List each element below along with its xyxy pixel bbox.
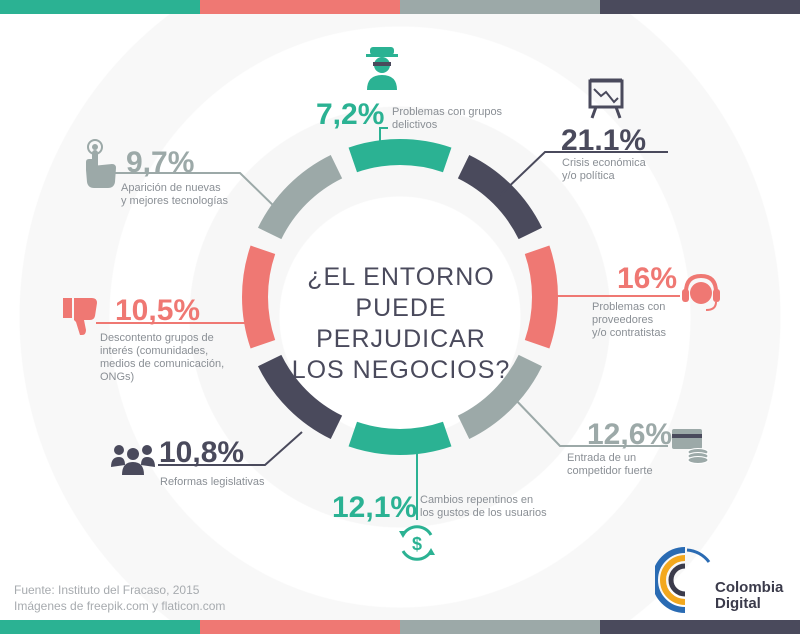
donut-segment-aparicion-de-nuevas-y-mejores- — [257, 154, 343, 240]
center-title-line1: ¿EL ENTORNO — [307, 263, 495, 291]
presentation-chart-icon — [588, 78, 624, 119]
pct-label-crisis: 21.1% — [561, 124, 647, 157]
pct-label-proveedores: 16% — [617, 262, 678, 295]
bottom-bar-dark — [600, 620, 800, 634]
desc-line: Cambios repentinos en — [420, 494, 534, 506]
logo-line1: Colombia — [715, 579, 784, 596]
desc-line: ONGs) — [100, 371, 135, 383]
leader-line-2 — [499, 151, 668, 196]
desc-line: y/o política — [562, 170, 615, 182]
touch-hand-icon — [86, 139, 116, 188]
footer-source: Fuente: Instituto del Fracaso, 2015 — [14, 583, 200, 597]
thumbs-down-icon — [63, 298, 97, 335]
headset-icon — [682, 273, 720, 311]
colombia-digital-logo-icon — [655, 547, 711, 613]
center-title-line3: LOS NEGOCIOS? — [291, 356, 511, 384]
desc-delictivos: Problemas con grupos delictivos — [392, 106, 502, 132]
desc-reformas: Reformas legislativas — [160, 476, 265, 489]
desc-line: y/o contratistas — [592, 327, 666, 339]
donut-segment-reformas-legislativas — [257, 354, 343, 440]
donut-segment-cambios-repentinos-en-los-gust — [348, 421, 452, 455]
pct-label-competidor: 12,6% — [587, 418, 673, 451]
donut-segment-crisis-economica-y-o-politica — [457, 154, 543, 240]
desc-line: Aparición de nuevas — [121, 182, 221, 194]
desc-line: Entrada de un — [567, 452, 637, 464]
leader-line-6 — [158, 431, 303, 466]
desc-tecnologias: Aparición de nuevas y mejores tecnología… — [121, 182, 228, 208]
desc-line: competidor fuerte — [567, 465, 653, 477]
top-bar-coral — [200, 0, 400, 14]
desc-line: Crisis económica — [562, 157, 646, 169]
center-title: ¿EL ENTORNO PUEDE PERJUDICAR LOS NEGOCIO… — [276, 262, 526, 386]
desc-line: Problemas con — [592, 301, 666, 313]
donut-segment-entrada-de-un-competidor-fuert — [457, 354, 543, 440]
leader-line-8 — [112, 172, 281, 213]
desc-crisis: Crisis económica y/o política — [562, 157, 646, 183]
desc-line: Problemas con grupos — [392, 106, 503, 118]
logo-line2: Digital — [715, 595, 761, 612]
dollar-cycle-icon: $ — [399, 525, 435, 561]
desc-line: delictivos — [392, 119, 438, 131]
money-card-icon — [672, 429, 709, 464]
svg-text:$: $ — [412, 534, 422, 554]
leader-line-4 — [511, 395, 668, 447]
bottom-bar-coral — [200, 620, 400, 634]
bottom-bar-teal — [0, 620, 200, 634]
desc-line: y mejores tecnologías — [121, 195, 228, 207]
desc-line: los gustos de los usuarios — [420, 507, 547, 519]
desc-line: proveedores — [592, 314, 654, 326]
criminal-icon — [366, 47, 398, 90]
desc-line: Reformas legislativas — [160, 476, 265, 488]
donut-segment-descontento-grupos-de-interes- — [242, 245, 276, 349]
donut-segment-problemas-con-grupos-delictivo — [348, 139, 452, 173]
footer-images: Imágenes de freepik.com y flaticon.com — [14, 599, 226, 613]
desc-line: medios de comunicación, — [100, 358, 225, 370]
pct-label-delictivos: 7,2% — [316, 98, 385, 131]
pct-label-cambios: 12,1% — [332, 491, 418, 524]
pct-label-reformas: 10,8% — [159, 436, 245, 469]
bottom-bar-gray — [400, 620, 600, 634]
top-bar-dark — [600, 0, 800, 14]
desc-line: Descontento grupos de — [100, 332, 214, 344]
donut-segment-problemas-con-proveedores-y-o- — [524, 245, 558, 349]
desc-line: interés (comunidades, — [100, 345, 209, 357]
top-bar-gray — [400, 0, 600, 14]
desc-cambios: Cambios repentinos en los gustos de los … — [420, 494, 547, 520]
leader-line-1 — [379, 127, 388, 155]
people-group-icon — [111, 445, 155, 475]
desc-proveedores: Problemas con proveedores y/o contratist… — [592, 301, 666, 340]
top-bar-teal — [0, 0, 200, 14]
center-title-line2: PUEDE PERJUDICAR — [316, 294, 486, 353]
desc-competidor: Entrada de un competidor fuerte — [567, 452, 653, 478]
pct-label-tecnologias: 9,7% — [126, 146, 195, 179]
pct-label-descontento: 10,5% — [115, 294, 201, 327]
desc-descontento: Descontento grupos de interés (comunidad… — [100, 332, 224, 384]
